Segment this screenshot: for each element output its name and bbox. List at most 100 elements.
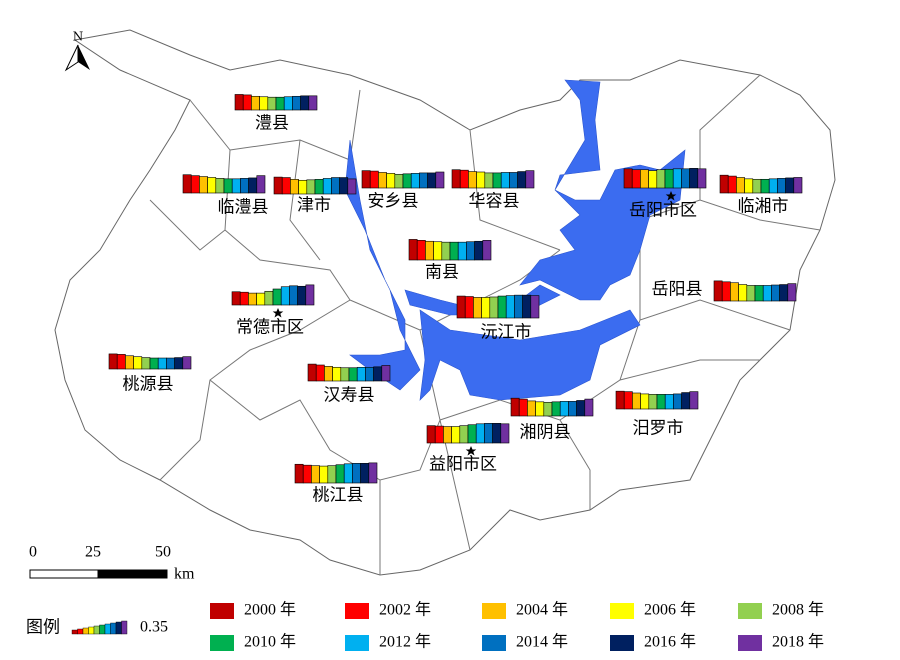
bar (481, 297, 491, 319)
bar (343, 463, 353, 484)
county-label: 湘阴县 (520, 423, 571, 443)
bar (777, 178, 786, 194)
legend-ramp-bar (88, 626, 95, 635)
city-star (465, 446, 477, 456)
scale-segment (97, 569, 168, 579)
bar (314, 179, 324, 195)
bar (272, 288, 282, 306)
bar (324, 366, 333, 382)
bar (283, 96, 293, 111)
county-label: 桃源县 (123, 375, 174, 395)
bar (475, 423, 485, 444)
bar (474, 240, 484, 261)
county-label: 临湘市 (738, 197, 789, 217)
county-label: 华容县 (469, 192, 520, 212)
bar (289, 285, 298, 306)
bar (340, 367, 350, 382)
county-label: 南县 (425, 263, 459, 283)
bar (517, 171, 527, 189)
bar (793, 177, 803, 194)
bar (514, 294, 523, 319)
bar (456, 295, 466, 319)
bar (298, 179, 308, 195)
bar (190, 175, 200, 194)
county-label: 津市 (297, 196, 331, 216)
bar (648, 394, 658, 410)
bar (451, 169, 461, 189)
bar (505, 295, 515, 319)
bar (771, 284, 780, 302)
bar (551, 401, 561, 417)
county-label: 澧县 (255, 114, 289, 134)
bar (443, 426, 452, 444)
bar (760, 178, 770, 194)
bar (492, 172, 502, 189)
bar (689, 168, 699, 189)
bar (425, 240, 434, 261)
legend-ramp-bar (115, 621, 122, 635)
bar (174, 357, 184, 370)
legend-label: 2008 年 (772, 601, 824, 619)
legend-label: 2018 年 (772, 633, 824, 651)
bar (510, 397, 520, 417)
bar (721, 281, 731, 302)
bar (656, 394, 666, 410)
legend-ramp-bar (77, 628, 84, 635)
bar (207, 177, 217, 194)
bar (673, 393, 682, 410)
bar (492, 423, 502, 444)
bar (306, 179, 316, 195)
bar (543, 401, 553, 417)
bar (530, 295, 540, 319)
bar (240, 178, 249, 194)
bar (500, 423, 510, 444)
bar (426, 425, 436, 444)
bar (300, 95, 310, 111)
bar (459, 425, 469, 444)
bar (242, 94, 252, 111)
bar (427, 172, 437, 189)
bar (656, 169, 666, 189)
bar (713, 280, 723, 302)
bar (248, 292, 257, 306)
bar (361, 170, 371, 189)
bar (664, 394, 674, 410)
bar (754, 285, 764, 302)
bar (484, 172, 494, 189)
county-label: 安乡县 (368, 192, 419, 212)
legend-ramp-bar (99, 624, 106, 635)
bar (234, 94, 244, 111)
bar (736, 177, 745, 194)
legend-label: 2006 年 (644, 601, 696, 619)
bar (738, 284, 748, 302)
legend-label: 2000 年 (244, 601, 296, 619)
bar (365, 366, 374, 382)
bar (157, 357, 167, 370)
bar (308, 95, 318, 111)
bar (215, 178, 225, 194)
bar (239, 291, 249, 306)
bar (275, 96, 285, 111)
bar (360, 463, 370, 484)
bar (466, 241, 475, 261)
bar (386, 173, 396, 189)
legend-label: 2014 年 (516, 633, 568, 651)
bar (681, 168, 690, 189)
legend-swatch (210, 635, 234, 651)
bar (182, 356, 192, 370)
bar (108, 353, 118, 370)
bar (509, 172, 518, 189)
bar (441, 241, 451, 261)
bar (280, 286, 290, 306)
legend-label: 2016 年 (644, 633, 696, 651)
bar (182, 174, 192, 194)
bar (467, 424, 477, 444)
county-label: 益阳市区 (429, 455, 497, 475)
legend-ramp-bar (71, 629, 78, 635)
bar (779, 284, 789, 302)
county-label: 汉寿县 (324, 386, 375, 406)
bar (623, 391, 633, 410)
legend-swatch (482, 635, 506, 651)
scale-tick: 25 (85, 544, 101, 561)
city-star (272, 308, 284, 318)
